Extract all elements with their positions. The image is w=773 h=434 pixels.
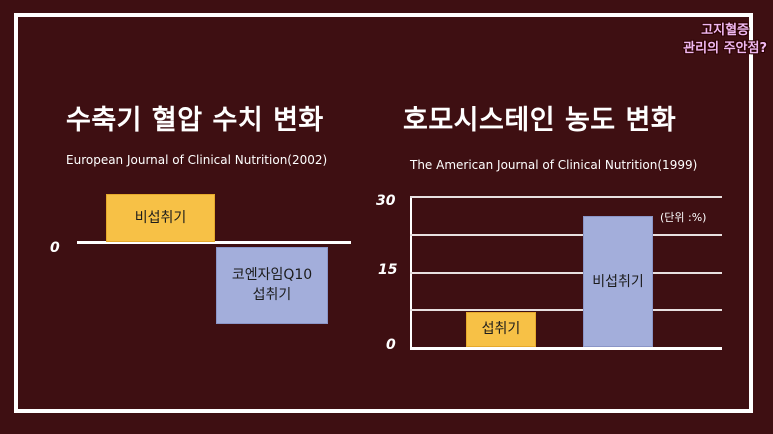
chart1-source: European Journal of Clinical Nutrition(2…: [66, 153, 328, 167]
corner-caption-line2: 관리의 주안점?: [683, 41, 767, 56]
chart2-y-tick-0: 0: [386, 337, 396, 353]
chart1-bar-coq10-label: 코엔자임Q10 섭취기: [231, 267, 313, 304]
chart2-gridline: [410, 234, 722, 236]
chart1-bar-nonintake: 비섭취기: [106, 194, 215, 242]
chart2-y-tick-15: 15: [378, 262, 398, 278]
chart2-bar-nonintake-label: 비섭취기: [592, 273, 644, 290]
corner-caption-line1: 고지혈증: [701, 23, 749, 38]
chart2-y-tick-30: 30: [376, 193, 396, 209]
corner-caption: 고지혈증 관리의 주안점?: [683, 22, 767, 58]
chart2-gridline: [410, 309, 722, 311]
chart1-zero-line: [77, 241, 351, 244]
chart2-source: The American Journal of Clinical Nutriti…: [410, 158, 698, 172]
chart2-title: 호모시스테인 농도 변화: [403, 105, 677, 136]
chart2-bar-intake: 섭취기: [466, 311, 536, 347]
content-frame: [14, 13, 753, 413]
chart2-bar-intake-label: 섭취기: [481, 321, 521, 338]
chart2-gridline: [410, 272, 722, 274]
chart2-gridline: [410, 196, 722, 198]
chart1-bar-coq10: 코엔자임Q10 섭취기: [216, 247, 328, 324]
chart2-bar-nonintake: 비섭취기: [583, 216, 653, 347]
chart2-x-axis: [410, 347, 722, 350]
chart1-bar-nonintake-label: 비섭취기: [134, 210, 187, 226]
chart1-title: 수축기 혈압 수치 변화: [66, 105, 324, 136]
chart2-unit-label: (단위 :%): [660, 211, 707, 224]
chart1-y-tick-0: 0: [50, 240, 60, 256]
